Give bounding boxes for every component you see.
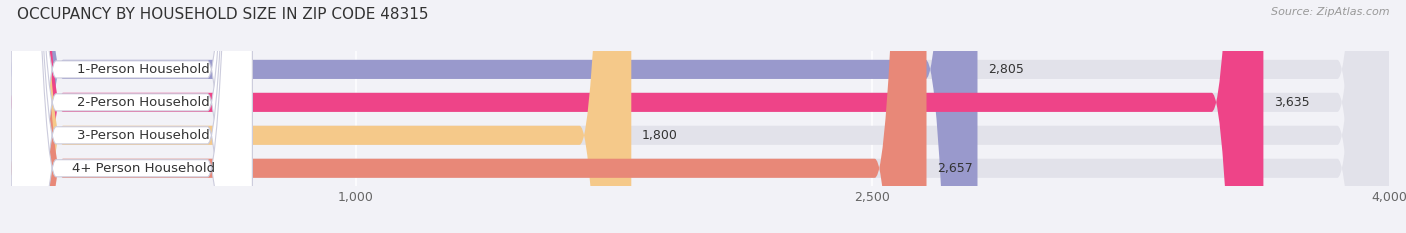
FancyBboxPatch shape [11, 0, 1389, 233]
Text: 2-Person Household: 2-Person Household [77, 96, 211, 109]
FancyBboxPatch shape [11, 0, 1389, 233]
Text: Source: ZipAtlas.com: Source: ZipAtlas.com [1271, 7, 1389, 17]
FancyBboxPatch shape [11, 0, 977, 233]
Text: OCCUPANCY BY HOUSEHOLD SIZE IN ZIP CODE 48315: OCCUPANCY BY HOUSEHOLD SIZE IN ZIP CODE … [17, 7, 429, 22]
FancyBboxPatch shape [11, 0, 1389, 233]
FancyBboxPatch shape [11, 0, 253, 233]
FancyBboxPatch shape [11, 0, 631, 233]
Text: 3-Person Household: 3-Person Household [77, 129, 211, 142]
FancyBboxPatch shape [11, 0, 1389, 233]
FancyBboxPatch shape [11, 0, 253, 233]
Text: 3,635: 3,635 [1274, 96, 1309, 109]
Text: 2,657: 2,657 [936, 162, 973, 175]
Text: 1-Person Household: 1-Person Household [77, 63, 211, 76]
FancyBboxPatch shape [11, 0, 253, 233]
FancyBboxPatch shape [11, 0, 1264, 233]
Text: 4+ Person Household: 4+ Person Household [72, 162, 215, 175]
FancyBboxPatch shape [11, 0, 253, 233]
Text: 2,805: 2,805 [988, 63, 1024, 76]
Text: 1,800: 1,800 [641, 129, 678, 142]
FancyBboxPatch shape [11, 0, 927, 233]
